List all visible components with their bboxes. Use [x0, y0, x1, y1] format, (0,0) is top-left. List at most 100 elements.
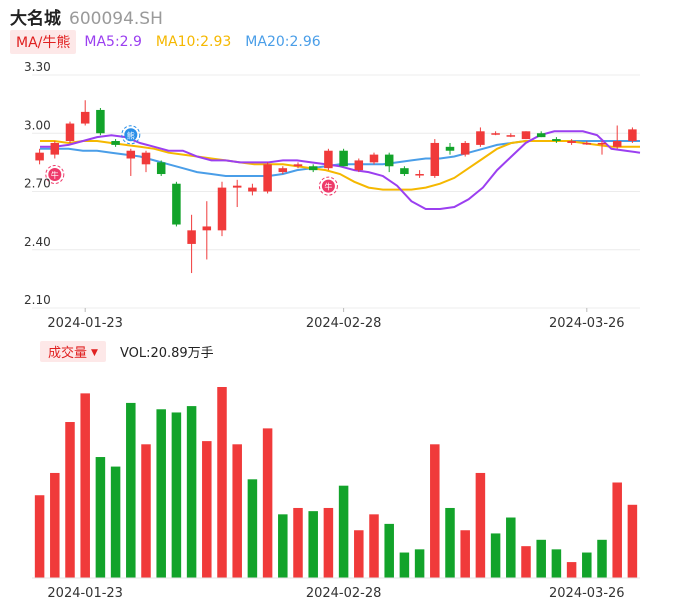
candle-body [445, 146, 455, 151]
marker-label: 牛 [324, 182, 332, 192]
ma5-label: MA5:2.9 [84, 34, 142, 50]
volume-bar [186, 406, 197, 578]
candle-body [232, 185, 242, 188]
stock-header: 大名城 600094.SH [10, 4, 163, 29]
volume-bar [521, 546, 531, 578]
candle-body [597, 142, 607, 145]
volume-indicator-label: 成交量 [48, 345, 88, 361]
marker-ring [121, 125, 141, 145]
candle-body [567, 141, 576, 143]
volume-bar [293, 507, 303, 578]
candle-body [582, 142, 592, 145]
candle-body [65, 123, 75, 142]
volume-bar [171, 412, 182, 578]
y-tick-label: 3.30 [24, 60, 51, 74]
y-tick-label: 2.10 [24, 293, 51, 307]
marker-label: 熊 [127, 130, 135, 140]
candle-body [400, 168, 409, 175]
x-tick-label: 2024-02-28 [306, 316, 382, 331]
volume-bar [384, 523, 394, 578]
candle-body [187, 230, 196, 244]
volume-bar [414, 549, 425, 578]
candle-body [612, 141, 622, 147]
volume-bar [278, 514, 288, 578]
candlestick-series [35, 100, 637, 274]
volume-bar [202, 441, 212, 578]
candle-body [369, 154, 379, 163]
volume-x-tick-label: 2024-01-23 [47, 586, 123, 601]
volume-bar [536, 539, 546, 578]
volume-bar [141, 444, 151, 578]
y-tick-label: 3.00 [24, 118, 51, 132]
candle-body [278, 168, 288, 173]
candle-body [552, 139, 561, 142]
candle-body [248, 187, 257, 192]
volume-bar [430, 444, 440, 578]
candle-body [202, 226, 212, 231]
volume-bar [34, 495, 45, 578]
candle-body [521, 131, 531, 140]
volume-bar [612, 482, 622, 578]
candle-body [217, 187, 227, 231]
volume-bar [597, 539, 607, 578]
candle-body [50, 142, 60, 155]
volume-bar [247, 479, 258, 578]
ma20-label: MA20:2.96 [245, 34, 321, 50]
ma-indicator-tab[interactable]: MA/牛熊 [10, 30, 77, 54]
candle-body [141, 152, 151, 165]
ma10-label: MA10:2.93 [155, 34, 232, 50]
candle-body [628, 129, 637, 142]
volume-value: VOL:20.89万手 [119, 345, 214, 361]
volume-bar [50, 472, 60, 578]
volume-bar [627, 504, 638, 578]
date-axis: 2024-01-23 2024-02-28 2024-03-26 [47, 308, 625, 331]
volume-bar [262, 428, 273, 578]
candle-body [339, 150, 348, 167]
candle-body [430, 142, 440, 176]
x-tick-label: 2024-03-26 [549, 316, 625, 331]
volume-indicator-dropdown[interactable]: 成交量 ▼ [40, 340, 106, 362]
volume-bar [95, 457, 106, 578]
candle-body [460, 142, 470, 155]
bear-marker-icon: 熊 [121, 125, 141, 145]
candle-body [263, 164, 272, 192]
marker-ring [318, 176, 338, 196]
volume-bar [551, 549, 562, 578]
stock-code: 600094.SH [69, 9, 163, 29]
candle-body [491, 133, 500, 135]
bull-marker-icon: 牛 [45, 164, 65, 184]
volume-bar [369, 514, 379, 578]
candle-body [536, 133, 546, 138]
volume-bar [445, 507, 455, 578]
volume-bar [217, 387, 227, 578]
volume-bar [80, 393, 90, 578]
candle-body [111, 141, 120, 145]
volume-bar [460, 530, 470, 578]
volume-bar [506, 517, 516, 578]
volume-bar [156, 409, 166, 578]
bull-marker-icon: 牛 [318, 176, 338, 196]
candle-body [354, 160, 364, 171]
candle-body [476, 131, 485, 145]
ma-legend: MA/牛熊 MA5:2.9 MA10:2.93 MA20:2.96 [10, 30, 335, 54]
marker-ring [45, 164, 65, 184]
ma10-line [40, 140, 640, 191]
candle-body [293, 164, 303, 167]
candle-body [172, 183, 181, 225]
candle-body [35, 152, 44, 161]
y-tick-label: 2.70 [24, 177, 51, 191]
volume-bar [582, 552, 592, 578]
volume-x-tick-label: 2024-02-28 [306, 586, 382, 601]
volume-bar [490, 533, 501, 578]
stock-name: 大名城 [10, 9, 61, 29]
volume-bar [232, 444, 242, 578]
candle-body [506, 135, 516, 137]
volume-date-axis: 2024-01-23 2024-02-28 2024-03-26 [32, 577, 640, 601]
volume-legend: 成交量 ▼ VOL:20.89万手 [40, 340, 214, 362]
candle-body [156, 162, 166, 175]
volume-bar [399, 552, 410, 578]
moving-average-lines [40, 130, 641, 210]
bull-bear-markers: 牛 熊牛 [45, 125, 338, 196]
ma5-line [40, 130, 641, 210]
